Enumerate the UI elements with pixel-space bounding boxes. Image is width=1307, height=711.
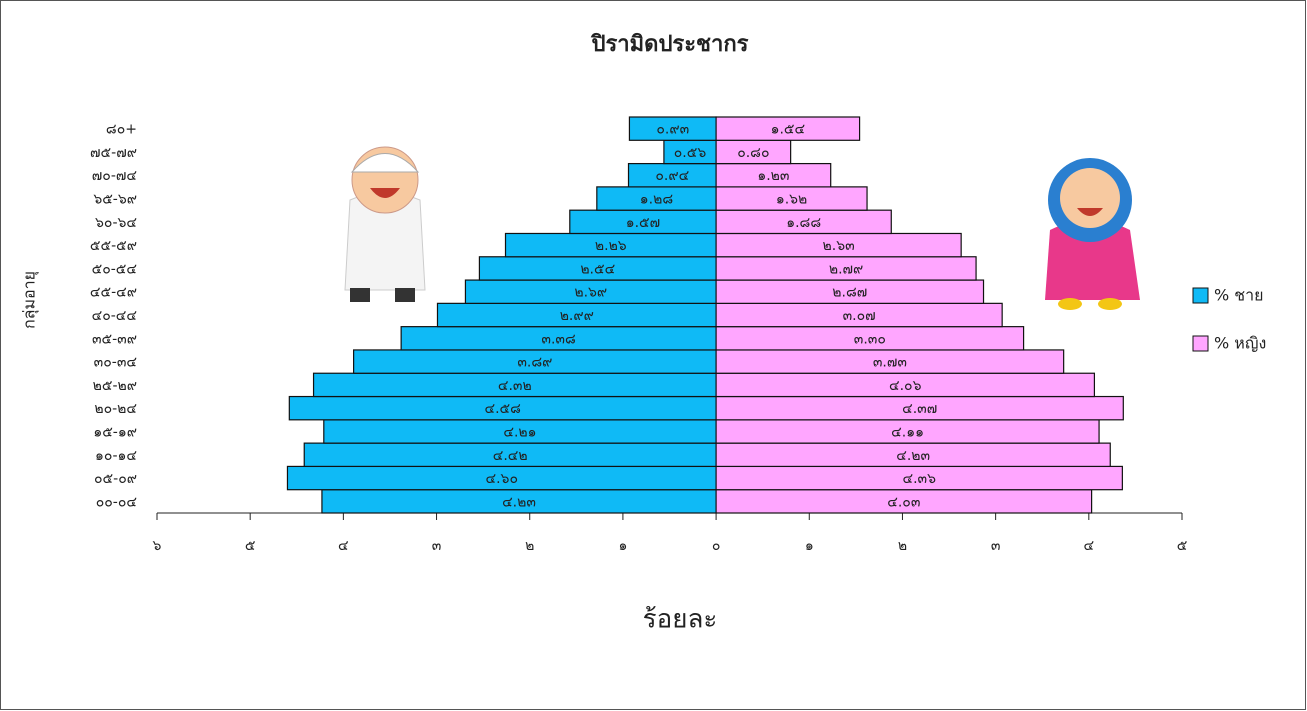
y-tick-label: ๗๐-๗๔ — [92, 168, 137, 184]
value-label: ๓.๘๙ — [517, 355, 552, 371]
value-label: ๓.๓๘ — [541, 331, 575, 347]
value-label: ๐.๕๖ — [674, 145, 707, 161]
value-label: ๔.๐๖ — [889, 378, 922, 394]
y-tick-label: ๕๐-๕๔ — [92, 261, 137, 277]
value-label: ๔.๓๗ — [902, 401, 937, 417]
x-tick-label: ๕ — [1177, 538, 1188, 554]
value-label: ๔.๖๐ — [486, 471, 518, 487]
value-label: ๐.๙๓ — [656, 122, 689, 138]
value-label: ๒.๖๙ — [574, 285, 607, 301]
value-label: ๒.๖๓ — [823, 238, 855, 254]
value-label: ๔.๒๓ — [502, 494, 536, 510]
value-label: ๐.๙๔ — [655, 168, 689, 184]
legend-label: % หญิง — [1214, 334, 1266, 353]
value-label: ๑.๒๘ — [640, 192, 673, 208]
value-label: ๒.๙๙ — [560, 308, 594, 324]
y-tick-label: ๕๕-๕๙ — [90, 238, 137, 254]
y-tick-label: ๖๕-๖๙ — [93, 192, 137, 208]
value-label: ๔.๐๓ — [887, 494, 920, 510]
value-label: ๒.๕๔ — [580, 261, 615, 277]
value-label: ๐.๘๐ — [737, 145, 769, 161]
x-tick-label: ๑ — [618, 538, 627, 554]
value-label: ๔.๓๒ — [498, 378, 532, 394]
value-label: ๑.๕๔ — [771, 122, 806, 138]
value-label: ๑.๘๘ — [786, 215, 821, 231]
value-label: ๓.๓๐ — [854, 331, 886, 347]
y-tick-label: ๔๐-๔๔ — [92, 308, 137, 324]
x-tick-label: ๕ — [245, 538, 256, 554]
x-tick-label: ๒ — [525, 538, 534, 554]
value-label: ๑.๒๓ — [757, 168, 789, 184]
y-tick-label: ๑๕-๑๙ — [93, 424, 137, 440]
y-tick-label: ๐๕-๐๙ — [94, 471, 137, 487]
x-tick-label: ๒ — [898, 538, 907, 554]
x-axis-label: ร้อยละ — [643, 605, 718, 635]
y-tick-label: ๑๐-๑๔ — [95, 448, 137, 464]
value-label: ๔.๑๑ — [891, 424, 924, 440]
value-label: ๔.๔๒ — [493, 448, 528, 464]
y-tick-label: ๓๕-๓๙ — [92, 331, 137, 347]
bar — [715, 116, 861, 141]
y-tick-label: ๓๐-๓๔ — [94, 355, 137, 371]
y-tick-label: ๖๐-๖๔ — [95, 215, 137, 231]
girl-illustration — [1045, 158, 1140, 310]
value-label: ๓.๐๗ — [843, 308, 876, 324]
x-tick-label: ๔ — [1084, 538, 1095, 554]
x-tick-label: ๐ — [712, 538, 721, 554]
x-tick-label: ๑ — [805, 538, 814, 554]
boy-illustration — [344, 146, 426, 302]
value-label: ๔.๒๓ — [896, 448, 930, 464]
legend-label: % ชาย — [1214, 286, 1264, 305]
value-label: ๒.๘๗ — [832, 285, 867, 301]
y-tick-label: ๗๕-๗๙ — [90, 145, 137, 161]
y-tick-label: ๒๐-๒๔ — [94, 401, 137, 417]
y-tick-label: ๒๕-๒๙ — [93, 378, 137, 394]
legend-swatch — [1192, 287, 1209, 304]
value-label: ๒.๗๙ — [829, 261, 863, 277]
value-label: ๑.๕๗ — [626, 215, 660, 231]
chart-title: ปิรามิดประชากร — [590, 32, 748, 57]
x-tick-label: ๓ — [991, 538, 1001, 554]
value-label: ๔.๓๖ — [902, 471, 936, 487]
y-tick-label: ๔๕-๔๙ — [90, 285, 137, 301]
y-axis-label: กลุ่มอายุ — [20, 271, 40, 329]
y-tick-label: ๘๐+ — [106, 122, 137, 138]
value-label: ๔.๒๑ — [503, 424, 536, 440]
x-tick-label: ๓ — [432, 538, 442, 554]
legend-swatch — [1192, 335, 1209, 352]
value-label: ๑.๖๒ — [776, 192, 807, 208]
y-tick-label: ๐๐-๐๔ — [96, 494, 137, 510]
value-label: ๒.๒๖ — [595, 238, 627, 254]
x-tick-label: ๖ — [153, 538, 162, 554]
x-tick-label: ๔ — [338, 538, 349, 554]
value-label: ๓.๗๓ — [873, 355, 907, 371]
value-label: ๔.๕๘ — [484, 401, 520, 417]
